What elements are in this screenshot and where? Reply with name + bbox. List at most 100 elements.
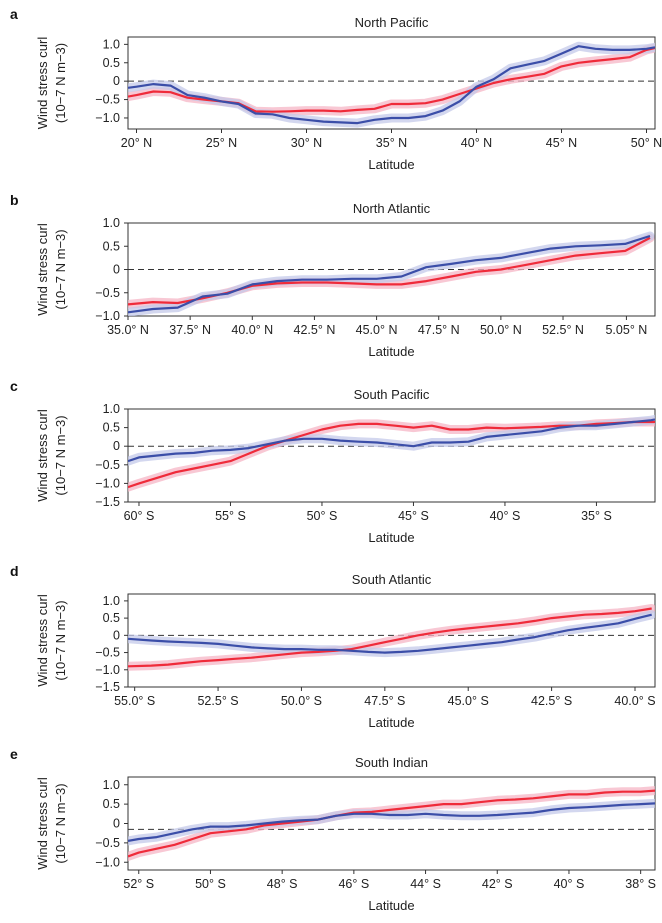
x-axis-label: Latitude [368, 157, 414, 172]
x-tick-label: 20° N [121, 136, 152, 150]
x-tick-label: 50° N [631, 136, 662, 150]
y-tick-label: 1.0 [103, 37, 120, 51]
x-axis-label: Latitude [368, 898, 414, 913]
y-axis-label: Wind stress curl [35, 37, 50, 130]
y-tick-label: 0.5 [103, 239, 120, 253]
x-tick-label: 40.0° N [231, 323, 273, 337]
y-axis-label: Wind stress curl [35, 594, 50, 687]
x-tick-label: 52° S [123, 877, 154, 891]
y-tick-label: −1.0 [95, 111, 120, 125]
y-axis-unit: (10−7 N m−3) [53, 229, 68, 309]
y-tick-label: 0 [113, 817, 120, 831]
x-tick-label: 42.5° N [294, 323, 336, 337]
y-tick-label: −0.5 [95, 836, 120, 850]
panel-b: b North Atlantic −1.0 −0.5 0 0.5 1.0 35.0° N 37.… [10, 192, 656, 359]
series-band-blue [128, 41, 655, 128]
x-tick-label: 50° S [307, 509, 338, 523]
y-tick-label: 0 [113, 628, 120, 642]
series-line-red [128, 607, 652, 668]
y-tick-label: 1.0 [103, 778, 120, 792]
x-tick-label: 35.0° N [107, 323, 149, 337]
panel-letter: c [10, 378, 18, 394]
x-tick-label: 50.0° N [480, 323, 522, 337]
series-line-blue [128, 418, 655, 463]
x-tick-label: 46° S [338, 877, 369, 891]
y-tick-label: −1.0 [95, 855, 120, 869]
axes-frame [127, 408, 656, 503]
x-tick-label: 50° S [195, 877, 226, 891]
x-tick-label: 42° S [482, 877, 513, 891]
y-tick-label: 0 [113, 74, 120, 88]
x-tick-label: 47.5° S [364, 694, 405, 708]
y-tick-label: −1.5 [95, 680, 120, 694]
panel-title: South Atlantic [352, 572, 432, 587]
y-tick-label: −0.5 [95, 458, 120, 472]
y-axis-unit: (10−7 N m−3) [53, 43, 68, 123]
series-line-blue [128, 802, 655, 842]
x-tick-label: 38° S [625, 877, 656, 891]
series-line-blue [128, 613, 652, 654]
x-tick-label: 55° S [215, 509, 246, 523]
x-tick-label: 25° N [206, 136, 237, 150]
series-band-red [128, 604, 655, 671]
x-tick-label: 35° N [376, 136, 407, 150]
panel-title: North Atlantic [353, 201, 431, 216]
x-tick-label: 37.5° N [169, 323, 211, 337]
series-line-blue [128, 234, 651, 314]
x-tick-label: 40° N [461, 136, 492, 150]
x-tick-label: 48° S [267, 877, 298, 891]
panel-d: d South Atlantic −1.5 −1.0 −0.5 0 0.5 1.0 55.0° … [10, 563, 656, 730]
y-tick-label: −0.5 [95, 646, 120, 660]
y-tick-label: 1.0 [103, 594, 120, 608]
x-tick-label: 45.0° N [356, 323, 398, 337]
x-axis-label: Latitude [368, 344, 414, 359]
x-tick-label: 35° S [581, 509, 612, 523]
panel-e: e South Indian −1.0 −0.5 0 0.5 1.0 52° S 50° S 48… [10, 746, 656, 913]
y-axis-unit: (10−7 N m−3) [53, 415, 68, 495]
x-tick-label: 5.05° N [605, 323, 647, 337]
x-tick-label: 60° S [124, 509, 155, 523]
series-line-blue [128, 45, 655, 125]
y-axis-unit: (10−7 N m−3) [53, 600, 68, 680]
y-tick-label: 0.5 [103, 56, 120, 70]
panel-letter: e [10, 746, 18, 762]
y-axis-label: Wind stress curl [35, 409, 50, 502]
x-tick-label: 44° S [410, 877, 441, 891]
y-tick-label: −1.5 [95, 495, 120, 509]
panel-a: a North Pacific −1.0 −0.5 0 0.5 1.0 20° N 25° N 3… [10, 6, 662, 172]
y-tick-label: −1.0 [95, 476, 120, 490]
x-tick-label: 40° S [490, 509, 521, 523]
x-tick-label: 42.5° S [531, 694, 572, 708]
panel-letter: a [10, 6, 18, 22]
x-tick-label: 55.0° S [114, 694, 155, 708]
y-tick-label: −0.5 [95, 93, 120, 107]
series-line-red [128, 46, 655, 113]
y-tick-label: 1.0 [103, 216, 120, 230]
x-tick-label: 52.5° N [542, 323, 584, 337]
y-axis-unit: (10−7 N m−3) [53, 783, 68, 863]
x-tick-label: 30° N [291, 136, 322, 150]
y-tick-label: −1.0 [95, 663, 120, 677]
x-tick-label: 45.0° S [448, 694, 489, 708]
x-axis-label: Latitude [368, 715, 414, 730]
x-tick-label: 47.5° N [418, 323, 460, 337]
y-tick-label: 0 [113, 263, 120, 277]
panel-letter: d [10, 563, 19, 579]
y-tick-label: −0.5 [95, 286, 120, 300]
x-tick-label: 40° S [554, 877, 585, 891]
panel-title: South Pacific [354, 387, 430, 402]
x-axis-label: Latitude [368, 530, 414, 545]
x-tick-label: 45° N [546, 136, 577, 150]
y-axis-label: Wind stress curl [35, 223, 50, 316]
y-tick-label: 1.0 [103, 402, 120, 416]
panel-letter: b [10, 192, 19, 208]
panel-title: North Pacific [355, 15, 429, 30]
y-tick-label: −1.0 [95, 309, 120, 323]
x-tick-label: 52.5° S [197, 694, 238, 708]
x-tick-label: 45° S [398, 509, 429, 523]
panel-c: c South Pacific −1.5 −1.0 −0.5 0 0.5 1.0 60° S 55… [10, 378, 656, 545]
y-tick-label: 0.5 [103, 421, 120, 435]
y-axis-label: Wind stress curl [35, 777, 50, 870]
x-tick-label: 50.0° S [281, 694, 322, 708]
